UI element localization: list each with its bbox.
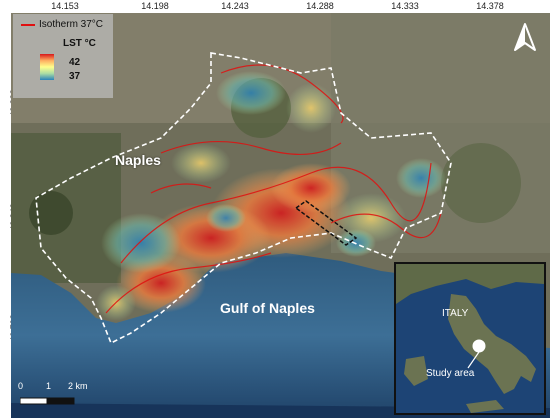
scale-label-2: 2 km <box>68 381 88 391</box>
city-label: Naples <box>115 152 161 168</box>
inset-country-label: ITALY <box>442 308 469 319</box>
legend-isotherm-label: Isotherm 37°C <box>39 19 104 30</box>
inset-canvas <box>396 264 544 413</box>
north-arrow-icon <box>514 23 536 51</box>
legend-max-value: 42 <box>69 57 81 68</box>
longitude-tick: 14.288 <box>306 1 334 11</box>
lst-color-ramp <box>40 54 54 80</box>
scale-bar: 0 1 2 km <box>16 381 126 409</box>
longitude-tick: 14.153 <box>51 1 79 11</box>
scale-label-0: 0 <box>18 381 24 391</box>
legend-lst-title: LST °C <box>63 38 96 49</box>
inset-map: ITALY Study area <box>394 262 546 415</box>
longitude-tick: 14.198 <box>141 1 169 11</box>
longitude-tick: 14.243 <box>221 1 249 11</box>
legend-min-value: 37 <box>69 71 81 82</box>
longitude-tick: 14.378 <box>476 1 504 11</box>
longitude-tick: 14.333 <box>391 1 419 11</box>
sea-label: Gulf of Naples <box>220 300 315 316</box>
isotherm-line-symbol <box>21 24 35 26</box>
study-area-label: Study area <box>426 368 475 379</box>
map-legend: Isotherm 37°C LST °C 42 37 <box>13 14 113 98</box>
scale-bar-graphic <box>20 397 75 405</box>
scale-label-1: 1 <box>46 381 52 391</box>
